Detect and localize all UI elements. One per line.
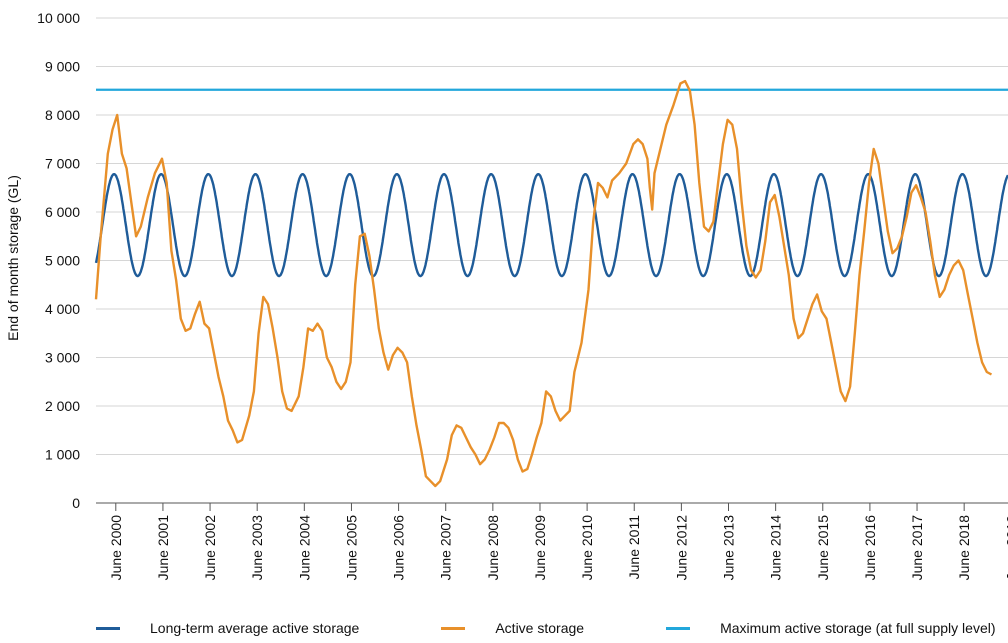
x-tick-label: June 2011 [626,515,642,580]
x-tick-label: June 2016 [862,515,878,581]
x-tick-label: June 2015 [815,515,831,581]
y-axis-title: End of month storage (GL) [5,175,21,341]
legend-item-maximum-active-storage: Maximum active storage (at full supply l… [666,620,996,636]
legend: Long-term average active storage Active … [96,620,996,636]
y-tick-label: 3 000 [45,350,80,366]
x-tick-label: June 2008 [485,515,501,581]
y-tick-label: 5 000 [45,253,80,269]
legend-swatch-active-storage [441,626,466,630]
x-tick-label: June 2005 [343,515,359,581]
series-group [94,79,1008,488]
legend-item-long-term-average: Long-term average active storage [96,620,359,636]
legend-label-long-term-average: Long-term average active storage [150,620,360,636]
legend-label-maximum-active-storage: Maximum active storage (at full supply l… [720,620,996,636]
x-tick-label: June 2003 [249,515,265,581]
y-tick-label: 10 000 [37,10,80,26]
legend-swatch-long-term-average [96,626,120,630]
x-tick-label: June 2000 [108,515,124,581]
series-long-term-average [94,173,1008,278]
y-tick-label: 0 [72,495,80,511]
x-tick-label: June 2017 [909,515,925,581]
x-tick-label: June 2002 [202,515,218,581]
legend-swatch-maximum-active-storage [666,626,691,630]
x-tick-label: June 2001 [155,515,171,581]
y-tick-label: 1 000 [45,447,80,463]
x-tick-label: June 2010 [579,515,595,581]
y-tick-label: 7 000 [45,156,80,172]
x-tick-label: June 2009 [532,515,548,581]
x-tick-label: June 2018 [956,515,972,581]
x-tick-label: June 2007 [438,515,454,581]
series-active-storage [94,79,993,488]
y-tick-label: 8 000 [45,107,80,123]
legend-label-active-storage: Active storage [495,620,585,636]
legend-item-active-storage: Active storage [441,620,584,636]
y-axis-ticks: 0 1 000 2 000 3 000 4 000 5 000 6 000 7 000 8 00… [37,10,80,511]
y-tick-label: 9 000 [45,59,80,75]
y-tick-label: 2 000 [45,398,80,414]
x-axis-ticks: June 2000 June 2001 June 2002 June 2003 June… [108,503,1008,580]
gridlines [96,17,1008,504]
x-tick-label: June 2006 [391,515,407,581]
x-tick-label: June 2019 [1003,515,1008,581]
y-tick-label: 4 000 [45,301,80,317]
x-tick-label: June 2014 [768,515,784,581]
y-tick-label: 6 000 [45,204,80,220]
x-tick-label: June 2012 [673,515,689,581]
x-tick-label: June 2004 [296,515,312,581]
x-tick-label: June 2013 [721,515,737,581]
